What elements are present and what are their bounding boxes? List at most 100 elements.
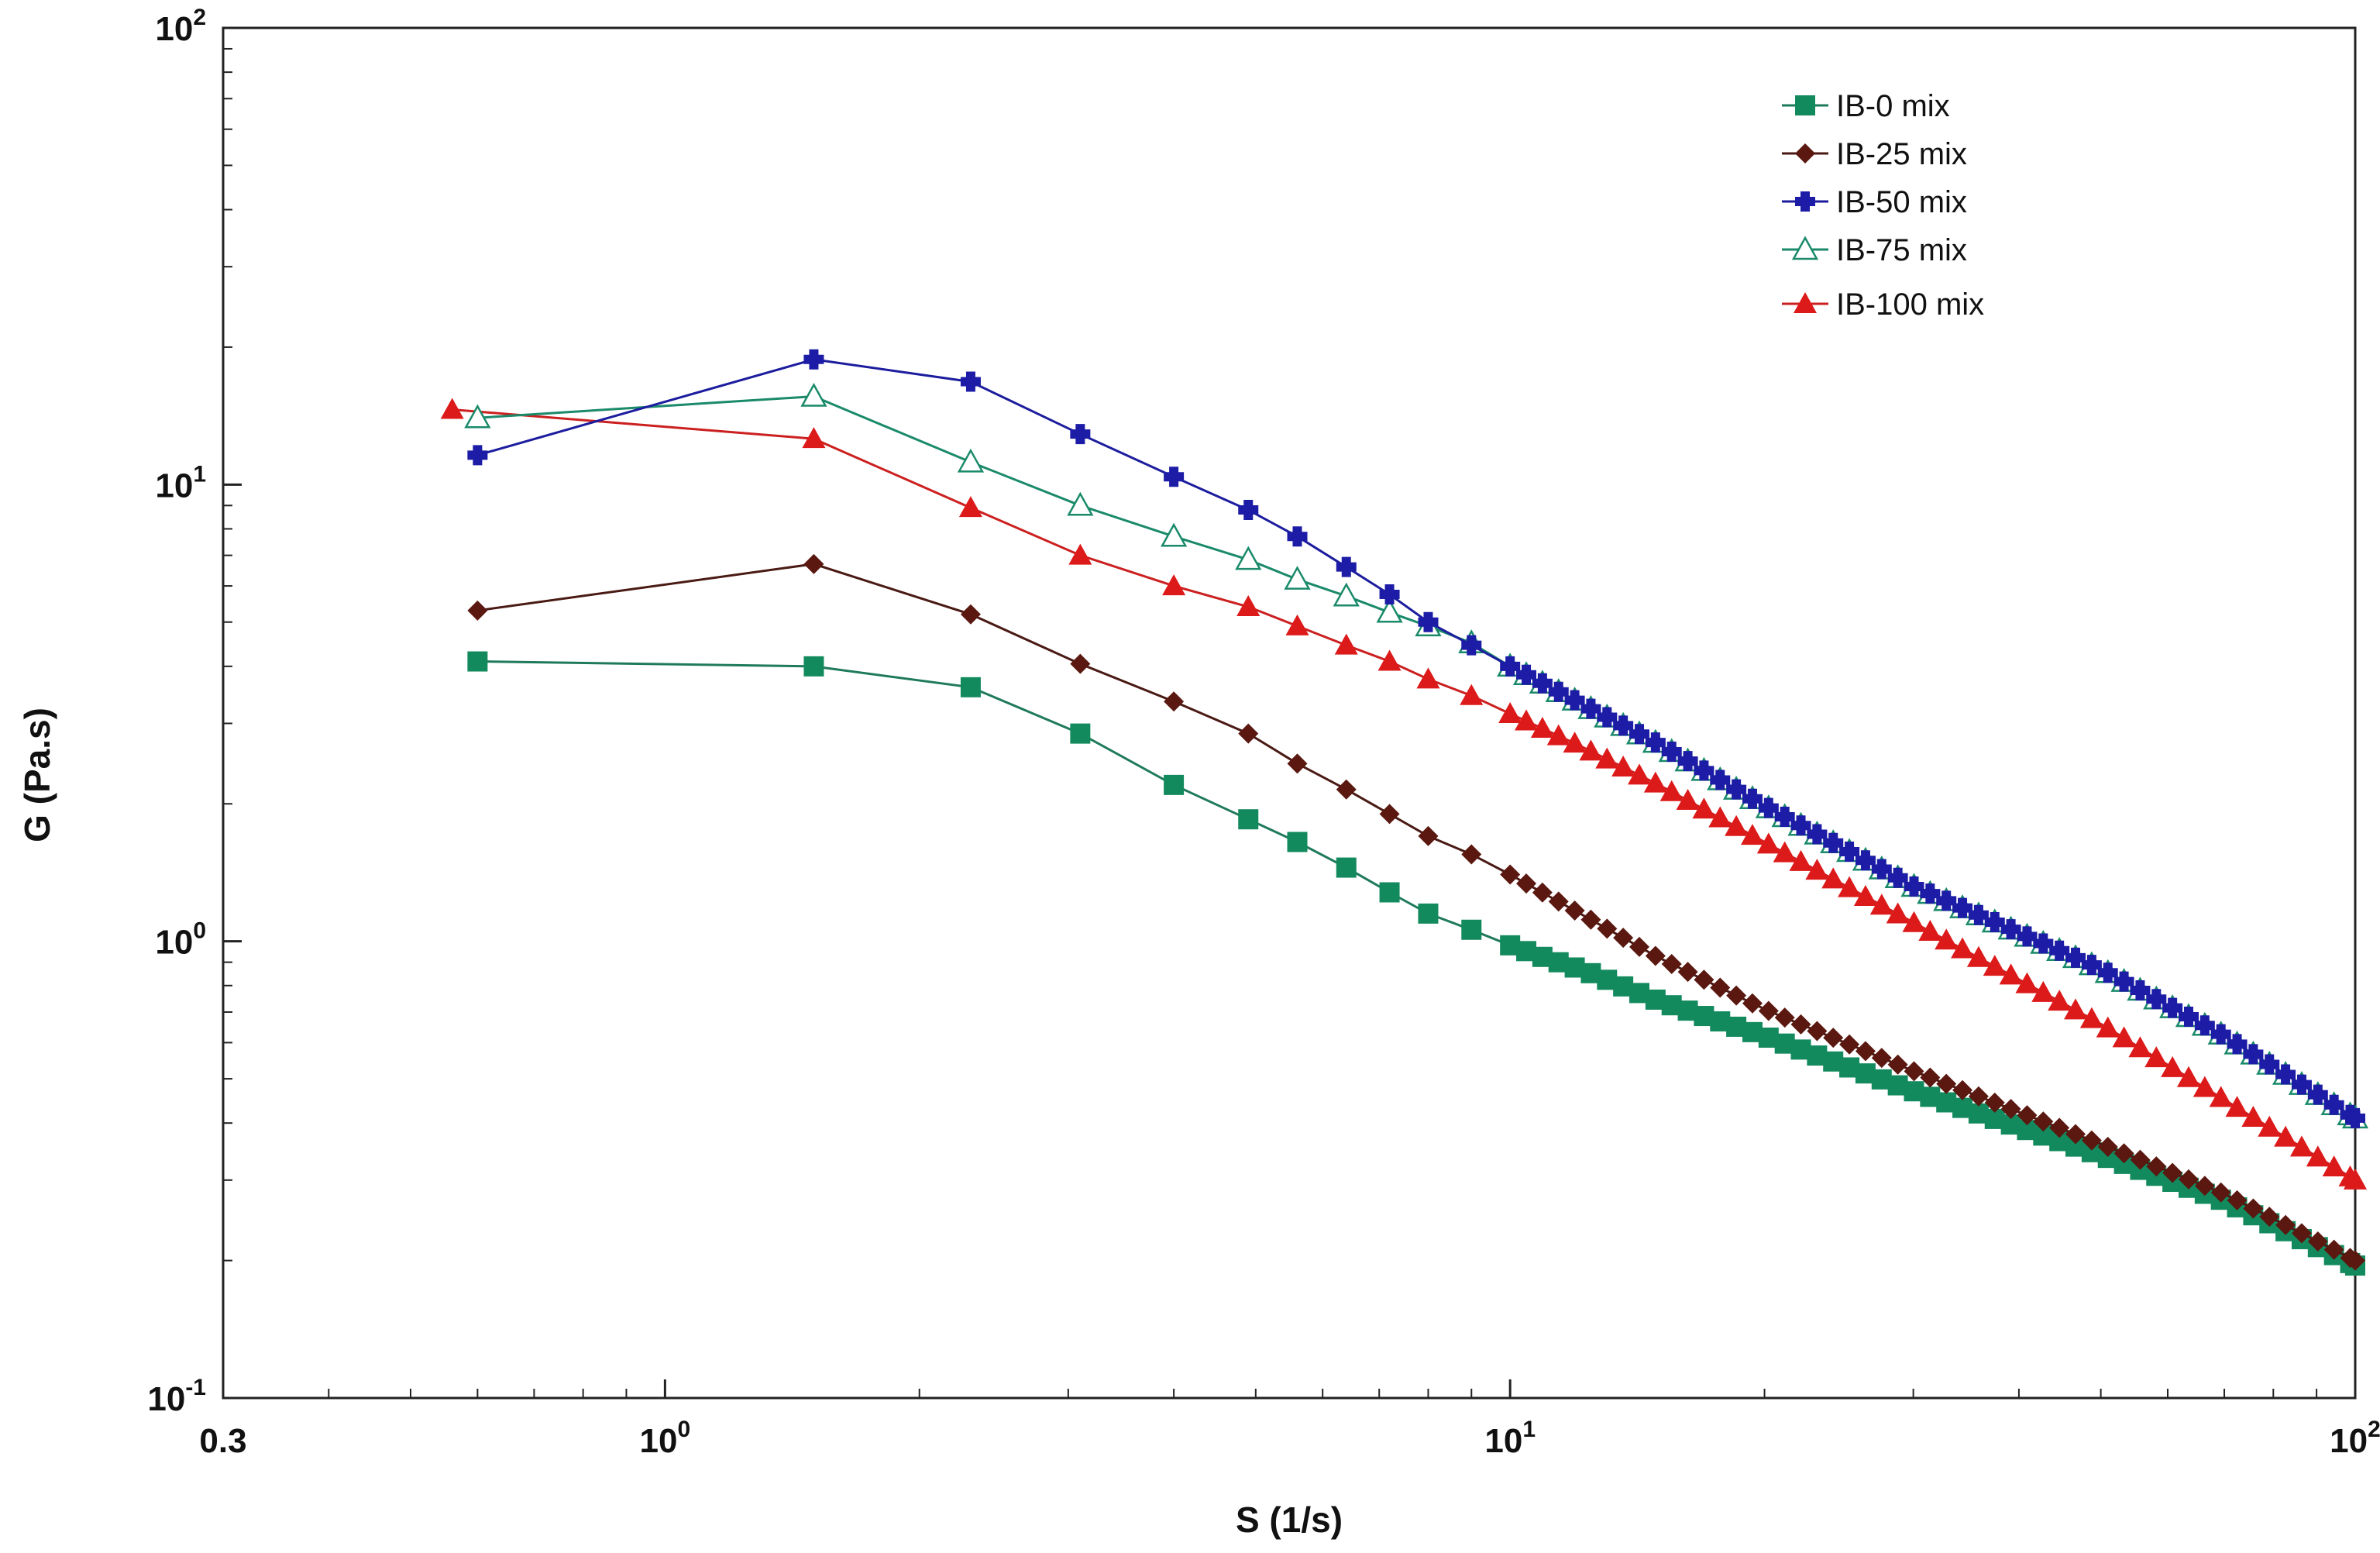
data-point bbox=[1336, 556, 1357, 577]
data-point bbox=[1708, 806, 1732, 828]
data-point bbox=[1871, 1048, 1892, 1069]
data-point bbox=[2210, 1024, 2231, 1045]
data-point bbox=[1821, 867, 1845, 889]
data-point bbox=[2227, 1190, 2248, 1210]
legend-item: IB-100 mix bbox=[1782, 288, 1984, 322]
data-point bbox=[1758, 797, 1779, 818]
x-tick-label: 101 bbox=[1484, 1417, 1536, 1460]
data-point bbox=[2000, 1099, 2021, 1120]
data-point bbox=[2258, 1115, 2282, 1137]
data-point bbox=[1795, 143, 1815, 164]
data-point bbox=[2031, 980, 2055, 1002]
data-point bbox=[1461, 844, 1482, 865]
data-point bbox=[1805, 859, 1829, 880]
data-point bbox=[1597, 707, 1618, 728]
data-point bbox=[1984, 911, 2005, 932]
data-point bbox=[960, 604, 981, 625]
data-point bbox=[1887, 1054, 1908, 1075]
y-tick-label: 100 bbox=[155, 918, 206, 962]
legend-item: IB-50 mix bbox=[1782, 185, 1967, 219]
data-point bbox=[1794, 292, 1817, 313]
data-point bbox=[1710, 977, 1731, 998]
data-point bbox=[467, 600, 488, 621]
data-point bbox=[2259, 1054, 2280, 1075]
data-point bbox=[2130, 980, 2151, 1000]
data-point bbox=[1336, 779, 1357, 800]
data-point bbox=[1966, 945, 1990, 967]
data-point bbox=[1886, 902, 1910, 924]
legend: IB-0 mix IB-25 mix IB-50 mix IB-75 mix IB-10… bbox=[1782, 89, 1984, 322]
data-point bbox=[1236, 595, 1261, 617]
data-point bbox=[1580, 698, 1601, 719]
data-point bbox=[1838, 876, 1862, 897]
data-point bbox=[1936, 1073, 1957, 1094]
data-point bbox=[2194, 1176, 2215, 1197]
data-point bbox=[2289, 1135, 2313, 1157]
data-point bbox=[1726, 985, 1747, 1006]
y-tick-base: 10 bbox=[155, 10, 193, 48]
data-point bbox=[1235, 546, 1262, 570]
data-point bbox=[2193, 1076, 2217, 1097]
x-tick-base: 0.3 bbox=[199, 1422, 246, 1460]
data-point bbox=[1629, 936, 1650, 957]
data-point bbox=[1597, 918, 1618, 939]
data-point bbox=[1952, 897, 1973, 918]
data-point bbox=[2225, 1096, 2249, 1117]
series-1 bbox=[467, 553, 2365, 1271]
data-point bbox=[1643, 771, 1667, 793]
data-point bbox=[2048, 990, 2072, 1011]
data-point bbox=[2291, 1074, 2312, 1095]
data-point bbox=[1613, 715, 1634, 736]
data-point bbox=[1500, 864, 1521, 885]
data-point bbox=[1070, 424, 1091, 445]
data-point bbox=[1918, 920, 1942, 942]
data-point bbox=[1645, 732, 1666, 753]
data-point bbox=[957, 448, 985, 473]
x-tick-label: 102 bbox=[2330, 1417, 2380, 1460]
data-point bbox=[1773, 841, 1797, 863]
data-point bbox=[2033, 1111, 2054, 1132]
data-point bbox=[1516, 664, 1537, 685]
data-point bbox=[2113, 1143, 2134, 1164]
data-point bbox=[2194, 1015, 2215, 1036]
data-point bbox=[2065, 1124, 2086, 1145]
data-point bbox=[1418, 903, 1439, 924]
data-point bbox=[1287, 832, 1308, 852]
legend-label: IB-75 mix bbox=[1836, 233, 1967, 267]
data-point bbox=[1659, 780, 1684, 801]
data-point bbox=[803, 349, 824, 370]
data-point bbox=[2130, 1149, 2151, 1170]
data-point bbox=[2096, 1016, 2120, 1038]
data-point bbox=[1661, 742, 1682, 763]
legend-item: IB-75 mix bbox=[1782, 233, 1967, 267]
data-point bbox=[1855, 850, 1876, 871]
data-point bbox=[1774, 806, 1795, 827]
data-point bbox=[2033, 933, 2054, 954]
legend-label: IB-100 mix bbox=[1836, 288, 1984, 322]
data-point bbox=[2176, 1066, 2200, 1087]
data-point bbox=[2178, 1169, 2199, 1190]
data-point bbox=[1070, 723, 1091, 744]
x-tick-base: 10 bbox=[2330, 1422, 2368, 1460]
data-point bbox=[1461, 635, 1482, 656]
legend-item: IB-25 mix bbox=[1782, 137, 1967, 171]
data-point bbox=[1920, 883, 1941, 904]
data-point bbox=[1839, 842, 1860, 863]
data-point bbox=[1498, 701, 1522, 723]
data-point bbox=[2243, 1044, 2264, 1065]
data-point bbox=[1904, 1061, 1924, 1082]
data-point bbox=[2307, 1231, 2328, 1252]
x-tick-exponent: 2 bbox=[2368, 1417, 2380, 1442]
y-tick-base: 10 bbox=[155, 924, 193, 962]
data-point bbox=[2081, 1130, 2102, 1151]
data-point bbox=[958, 496, 982, 518]
data-point bbox=[802, 427, 826, 449]
data-point bbox=[800, 382, 827, 407]
data-point bbox=[1629, 724, 1650, 745]
data-point bbox=[1740, 824, 1764, 845]
data-point bbox=[2345, 1250, 2365, 1271]
data-point bbox=[2081, 955, 2102, 976]
data-point bbox=[1789, 849, 1813, 871]
data-point bbox=[1795, 191, 1815, 212]
data-point bbox=[2323, 1239, 2344, 1260]
